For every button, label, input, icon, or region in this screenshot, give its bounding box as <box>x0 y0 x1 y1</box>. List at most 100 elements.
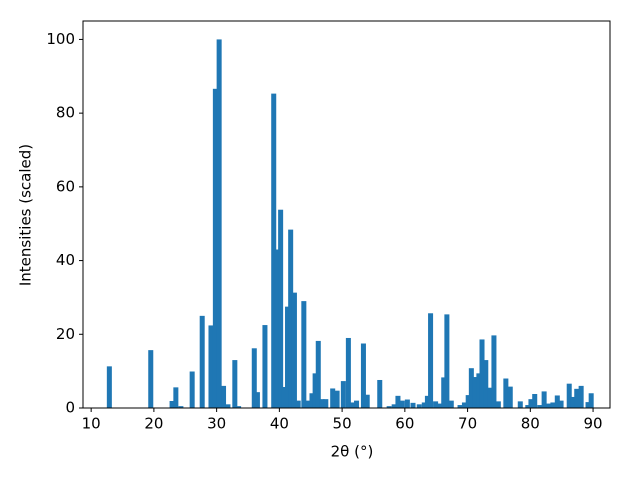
bar <box>517 401 523 408</box>
bar <box>441 377 447 408</box>
bar <box>208 325 214 408</box>
bar <box>360 343 366 408</box>
x-tick-label: 80 <box>521 415 540 433</box>
bar <box>570 396 576 408</box>
bar <box>416 404 422 408</box>
bar <box>291 292 297 408</box>
bar <box>554 395 560 408</box>
bar <box>487 387 493 408</box>
bar <box>395 395 401 408</box>
x-tick-label: 90 <box>584 415 603 433</box>
y-tick-label: 20 <box>56 325 75 343</box>
bar <box>585 402 591 408</box>
y-axis-label: Intensities (scaled) <box>17 144 35 286</box>
bar <box>437 403 443 408</box>
bar <box>525 405 531 408</box>
bar <box>334 390 340 408</box>
x-tick-label: 30 <box>207 415 226 433</box>
bar <box>225 404 231 408</box>
bar <box>550 402 556 408</box>
bar <box>305 400 311 408</box>
bar <box>254 392 260 408</box>
bar <box>271 93 277 408</box>
bar <box>491 335 497 408</box>
bar <box>278 209 284 408</box>
bar <box>319 399 325 408</box>
bar <box>444 314 450 408</box>
bar <box>461 402 467 408</box>
plot-frame <box>82 20 611 409</box>
y-tick-label: 60 <box>56 177 75 195</box>
x-tick-label: 10 <box>82 415 101 433</box>
bar <box>479 339 485 408</box>
bar <box>345 337 351 408</box>
bar <box>457 405 463 408</box>
bar <box>495 401 501 408</box>
x-tick-label: 40 <box>270 415 289 433</box>
x-tick-label: 20 <box>144 415 163 433</box>
bar <box>404 399 410 408</box>
bar <box>468 368 474 408</box>
bar <box>507 386 513 408</box>
y-tick-label: 100 <box>46 30 75 48</box>
x-tick-label: 70 <box>458 415 477 433</box>
bar <box>312 373 318 408</box>
bar <box>216 39 222 409</box>
bar <box>537 405 543 408</box>
bar <box>421 402 427 408</box>
bar <box>558 400 564 408</box>
bar <box>199 315 205 408</box>
bar <box>476 373 482 408</box>
bar <box>532 393 538 408</box>
bar <box>301 301 307 408</box>
bar <box>410 402 416 408</box>
bar <box>232 360 238 408</box>
x-tick-label: 50 <box>333 415 352 433</box>
bar <box>251 348 257 408</box>
bar <box>262 325 268 408</box>
y-tick-label: 0 <box>65 399 75 417</box>
bar <box>541 391 547 408</box>
bar <box>309 393 315 408</box>
bar <box>349 402 355 408</box>
bar <box>169 400 175 408</box>
bar <box>448 400 454 408</box>
bar <box>148 350 154 408</box>
bar <box>274 249 280 408</box>
bar <box>212 88 218 409</box>
bar <box>588 393 594 408</box>
bar <box>354 400 360 408</box>
x-axis-label: 2θ (°) <box>331 443 374 461</box>
bar <box>330 388 336 408</box>
bar <box>364 394 370 408</box>
bar <box>578 385 584 408</box>
bar <box>391 404 397 408</box>
bar <box>546 403 552 408</box>
bar <box>377 379 383 408</box>
bar <box>281 386 287 408</box>
x-tick-label: 60 <box>395 415 414 433</box>
bar <box>178 406 184 408</box>
bar <box>574 388 580 408</box>
bar <box>428 313 434 408</box>
bar <box>483 360 489 408</box>
bar <box>528 399 534 408</box>
bar <box>386 406 392 408</box>
bar <box>465 395 471 408</box>
bar <box>399 400 405 408</box>
bar <box>472 377 478 408</box>
bar <box>323 399 329 408</box>
bar <box>221 385 227 408</box>
bar <box>566 383 572 408</box>
bar <box>189 371 195 408</box>
bar <box>285 306 291 408</box>
bar <box>295 400 301 408</box>
bar <box>173 387 179 408</box>
bar <box>288 229 294 408</box>
bar <box>503 378 509 408</box>
bar <box>236 406 242 408</box>
bar <box>315 340 321 408</box>
bar <box>340 381 346 408</box>
y-tick-label: 40 <box>56 251 75 269</box>
